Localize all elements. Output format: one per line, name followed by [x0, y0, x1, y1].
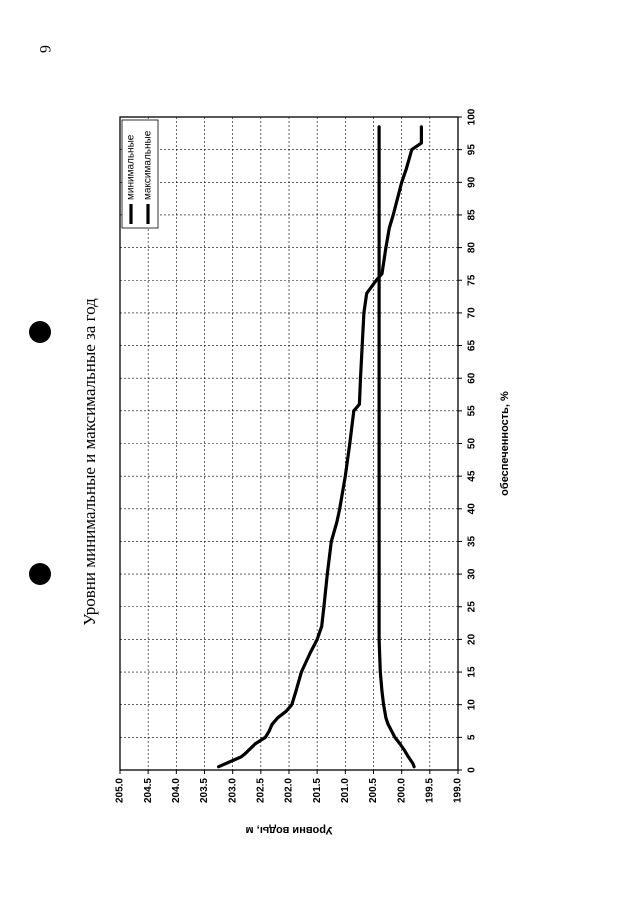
- y-tick-label: 204.5: [143, 778, 154, 803]
- x-tick-label: 40: [467, 503, 478, 515]
- x-tick-label: 50: [467, 438, 478, 450]
- x-tick-label: 95: [467, 144, 478, 156]
- x-tick-label: 90: [467, 176, 478, 188]
- x-tick-label: 70: [467, 307, 478, 319]
- y-tick-label: 203.5: [199, 778, 210, 803]
- legend: минимальные максимальные: [121, 119, 159, 229]
- legend-label: максимальные: [143, 130, 154, 200]
- legend-label: минимальные: [126, 134, 137, 200]
- legend-box: [121, 119, 159, 229]
- x-tick-label: 15: [467, 666, 478, 678]
- y-axis-title: Уровни воды, м: [246, 824, 333, 836]
- x-tick-label: 100: [467, 108, 478, 125]
- y-tick-label: 202.5: [255, 778, 266, 803]
- y-tick-label: 203.0: [227, 778, 238, 803]
- x-tick-label: 25: [467, 601, 478, 613]
- x-tick-label: 45: [467, 470, 478, 482]
- series-line-minimum: [377, 125, 416, 769]
- x-tick-label: 80: [467, 242, 478, 254]
- x-tick-label: 60: [467, 372, 478, 384]
- y-tick-label: 200.5: [368, 778, 379, 803]
- x-tick-label: 10: [467, 699, 478, 711]
- x-axis-title: обеспеченность, %: [499, 391, 511, 496]
- y-tick-label: 204.0: [171, 778, 182, 803]
- y-tick-label: 199.0: [453, 778, 464, 803]
- x-tick-label: 30: [467, 568, 478, 580]
- x-tick-label: 35: [467, 535, 478, 547]
- y-tick-label: 205.0: [115, 778, 126, 803]
- y-tick-label: 202.0: [284, 778, 295, 803]
- x-tick-label: 75: [467, 274, 478, 286]
- y-tick-label: 201.5: [312, 778, 323, 803]
- x-tick-label: 55: [467, 405, 478, 417]
- punch-hole-top: [29, 321, 51, 343]
- x-tick-label: 5: [467, 734, 478, 740]
- series-line-maximum: [217, 125, 423, 769]
- x-tick-label: 0: [467, 767, 478, 773]
- y-tick-label: 201.0: [340, 778, 351, 803]
- x-tick-label: 85: [467, 209, 478, 221]
- y-tick-label: 200.0: [396, 778, 407, 803]
- x-tick-label: 20: [467, 633, 478, 645]
- y-tick-label: 199.5: [424, 778, 435, 803]
- x-tick-label: 65: [467, 340, 478, 352]
- punch-hole-bottom: [29, 563, 51, 585]
